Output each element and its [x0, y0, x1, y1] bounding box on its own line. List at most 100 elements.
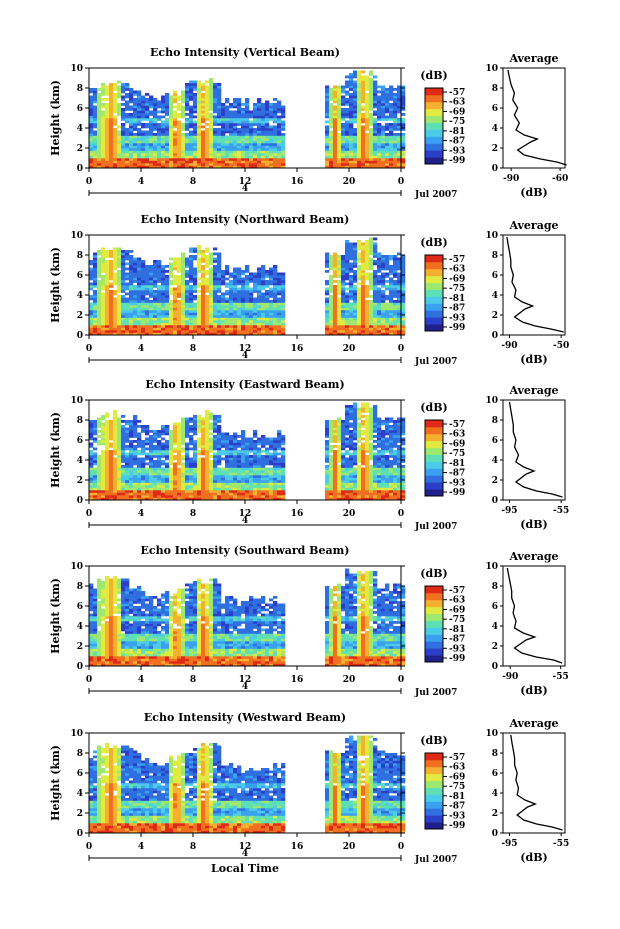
heatmap-cell	[333, 265, 338, 268]
heatmap-cell	[357, 317, 362, 321]
heatmap-cell	[197, 150, 202, 154]
heatmap-cell	[261, 312, 266, 316]
heatmap-cell	[369, 317, 374, 321]
heatmap-cell	[181, 297, 186, 301]
heatmap-cell	[217, 280, 222, 283]
heatmap-cell	[237, 160, 242, 164]
heatmap-cell	[361, 98, 366, 101]
heatmap-cell	[397, 290, 402, 293]
heatmap-cell	[161, 430, 166, 433]
heatmap-cell	[169, 128, 174, 131]
heatmap-cell	[145, 267, 150, 271]
heatmap-cell	[169, 447, 174, 451]
heatmap-cell	[217, 272, 222, 276]
heatmap-cell	[93, 272, 98, 276]
heatmap-cell	[109, 480, 114, 483]
heatmap-cell	[361, 310, 366, 313]
heatmap-cell	[373, 262, 378, 266]
heatmap-cell	[129, 302, 134, 306]
avg-y-tick-label: 2	[492, 311, 498, 321]
heatmap-cell	[133, 265, 138, 268]
heatmap-cell	[389, 320, 394, 323]
heatmap-cell	[113, 305, 118, 308]
heatmap-cell	[177, 432, 182, 436]
heatmap-cell	[273, 110, 278, 114]
heatmap-cell	[109, 442, 114, 446]
heatmap-cell	[197, 327, 202, 331]
heatmap-cell	[377, 130, 382, 134]
heatmap-cell	[373, 145, 378, 149]
heatmap-cell	[113, 487, 118, 491]
heatmap-cell	[133, 108, 138, 111]
heatmap-cell	[401, 103, 406, 106]
heatmap-cell	[129, 138, 134, 141]
heatmap-cell	[349, 252, 354, 256]
heatmap-cell	[173, 265, 178, 268]
heatmap-cell	[105, 462, 110, 466]
heatmap-cell	[185, 432, 190, 436]
heatmap-cell	[369, 332, 374, 336]
heatmap-cell	[345, 320, 350, 323]
heatmap-cell	[221, 130, 226, 134]
heatmap-cell	[113, 267, 118, 271]
heatmap-cell	[349, 140, 354, 144]
heatmap-cell	[109, 497, 114, 501]
heatmap-cell	[217, 120, 222, 124]
colorbar-tick-label: -75	[449, 117, 465, 127]
heatmap-cell	[373, 165, 378, 169]
heatmap-cell	[93, 262, 98, 266]
heatmap-cell	[329, 115, 334, 119]
heatmap-cell	[177, 457, 182, 461]
heatmap-cell	[117, 302, 122, 306]
heatmap-cell	[145, 302, 150, 306]
heatmap-cell	[101, 312, 106, 316]
heatmap-cell	[153, 113, 158, 116]
heatmap-cell	[373, 138, 378, 141]
heatmap-cell	[169, 165, 174, 169]
heatmap-cell	[137, 325, 142, 328]
heatmap-cell	[177, 145, 182, 149]
heatmap-cell	[121, 322, 126, 326]
colorbar-tick-label: -69	[449, 274, 465, 284]
heatmap-cell	[97, 145, 102, 149]
heatmap-cell	[261, 145, 266, 149]
heatmap-cell	[173, 130, 178, 134]
heatmap-cell	[105, 123, 110, 126]
heatmap-cell	[377, 145, 382, 149]
heatmap-cell	[401, 267, 406, 271]
heatmap-cell	[269, 103, 274, 106]
heatmap-cell	[101, 322, 106, 326]
heatmap-cell	[357, 158, 362, 161]
heatmap-cell	[401, 332, 406, 336]
heatmap-cell	[401, 320, 406, 323]
heatmap-cell	[93, 325, 98, 328]
heatmap-cell	[97, 310, 102, 313]
heatmap-cell	[149, 487, 154, 491]
heatmap-cell	[177, 133, 182, 136]
heatmap-cell	[133, 300, 138, 303]
heatmap-cell	[369, 252, 374, 256]
heatmap-cell	[205, 322, 210, 326]
heatmap-cell	[217, 302, 222, 306]
heatmap-cell	[197, 115, 202, 119]
heatmap-cell	[157, 290, 162, 293]
heatmap-cell	[389, 135, 394, 139]
heatmap-cell	[325, 110, 330, 114]
heatmap-cell	[225, 267, 230, 271]
heatmap-cell	[253, 165, 258, 169]
heatmap-cell	[153, 270, 158, 273]
heatmap-cell	[133, 143, 138, 146]
heatmap-cell	[129, 257, 134, 261]
colorbar-tick-label: -57	[449, 255, 465, 265]
heatmap-cell	[213, 270, 218, 273]
heatmap-cell	[269, 292, 274, 296]
heatmap-cell	[397, 297, 402, 301]
heatmap-cell	[93, 275, 98, 278]
heatmap-cell	[349, 98, 354, 101]
heatmap-cell	[389, 255, 394, 258]
heatmap-cell	[369, 237, 374, 241]
heatmap-cell	[157, 430, 162, 433]
heatmap-cell	[393, 95, 398, 99]
heatmap-cell	[177, 95, 182, 99]
